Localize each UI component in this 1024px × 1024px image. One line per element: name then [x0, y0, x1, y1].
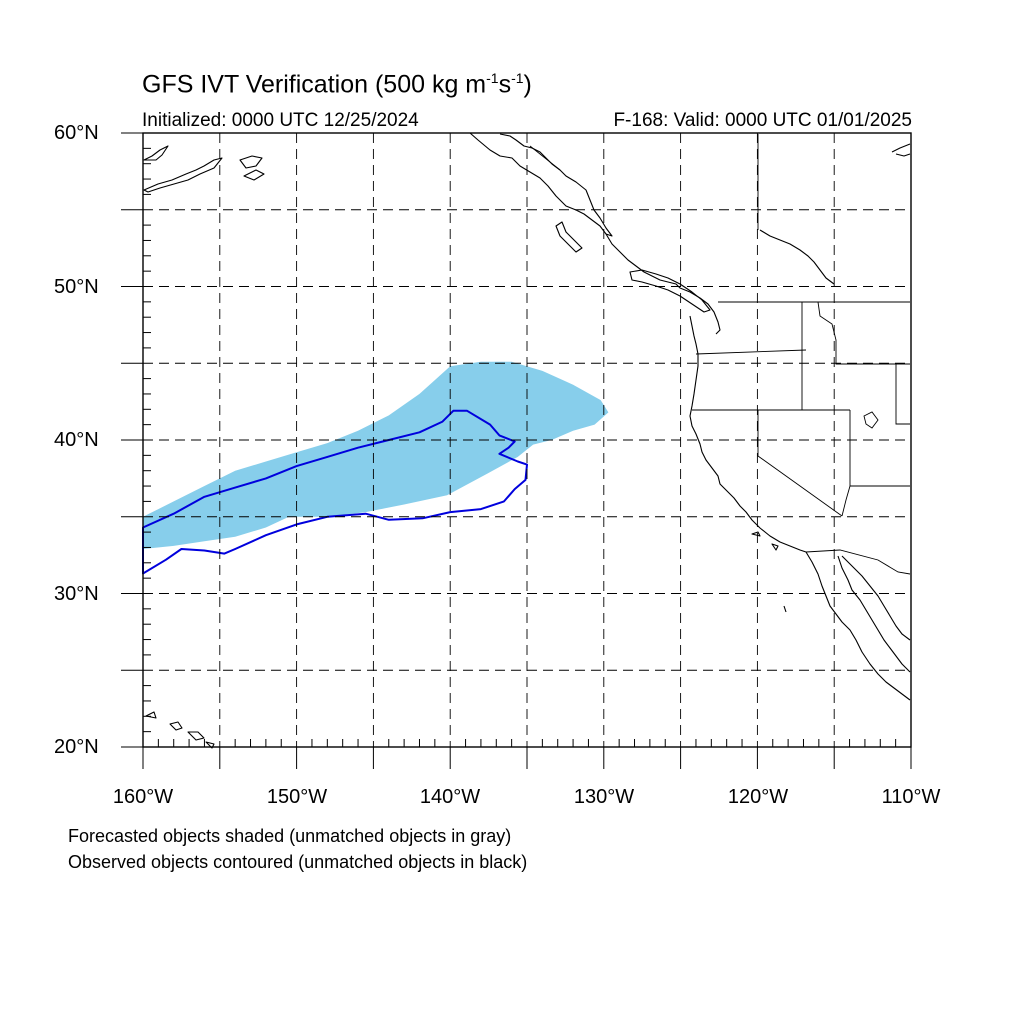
state-border-layer: [529, 134, 911, 575]
vancouver-island-coastline: [629, 269, 711, 313]
bc-coastline: [605, 233, 721, 335]
lat-label-30n: 30°N: [54, 583, 99, 605]
lon-label-110w: 110°W: [881, 786, 941, 808]
lon-label-160w: 160°W: [112, 786, 174, 808]
great-salt-lake: [863, 411, 879, 429]
caption-observed: Observed objects contoured (unmatched ob…: [68, 852, 528, 872]
mainland-mexico-coastline: [841, 555, 911, 641]
initialized-time: Initialized: 0000 UTC 12/25/2024: [142, 110, 419, 131]
hudson-area-coastline: [759, 229, 835, 285]
ca-nv-border: [757, 410, 843, 517]
baja-gulf-coastline: [837, 555, 911, 673]
lat-label-40n: 40°N: [54, 429, 99, 451]
us-mexico-border: [805, 549, 911, 575]
coastline-layer: [143, 132, 911, 749]
graticule-layer: [143, 133, 911, 747]
lon-label-120w: 120°W: [727, 786, 789, 808]
haida-gwaii-coastline: [555, 221, 583, 253]
idaho-border: [801, 302, 850, 411]
lon-label-150w: 150°W: [266, 786, 328, 808]
valid-time: F-168: Valid: 0000 UTC 01/01/2025: [613, 110, 912, 131]
forecast-ivt-object: [143, 361, 609, 549]
chart-title: GFS IVT Verification (500 kg m-1s-1): [142, 70, 532, 99]
southeast-alaska-coastline: [469, 132, 613, 237]
observed-object-layer: [142, 409, 528, 575]
kodiak-coastline: [239, 155, 265, 181]
map-frame: [142, 132, 912, 748]
lon-label-130w: 130°W: [573, 786, 635, 808]
alaska-canada-border: [529, 145, 561, 171]
wy-border: [895, 364, 910, 425]
lat-label-50n: 50°N: [54, 276, 99, 298]
wa-or-border: [695, 349, 807, 355]
caption-forecast: Forecasted objects shaded (unmatched obj…: [68, 826, 512, 846]
us-west-coastline: [689, 315, 807, 553]
top-right-coastline: [891, 143, 911, 157]
alaska-coastline: [143, 145, 223, 193]
observed-ivt-contour: [142, 409, 528, 575]
baja-coastline: [805, 551, 911, 701]
lat-label-60n: 60°N: [54, 122, 99, 144]
hawaii-islands: [145, 711, 215, 749]
mt-border: [817, 301, 910, 365]
lon-label-140w: 140°W: [419, 786, 481, 808]
forecast-object-layer: [143, 361, 609, 549]
axis-tick-layer: [121, 132, 912, 769]
channel-islands: [751, 531, 787, 613]
lat-label-20n: 20°N: [54, 736, 99, 758]
nv-az-border: [841, 410, 851, 517]
